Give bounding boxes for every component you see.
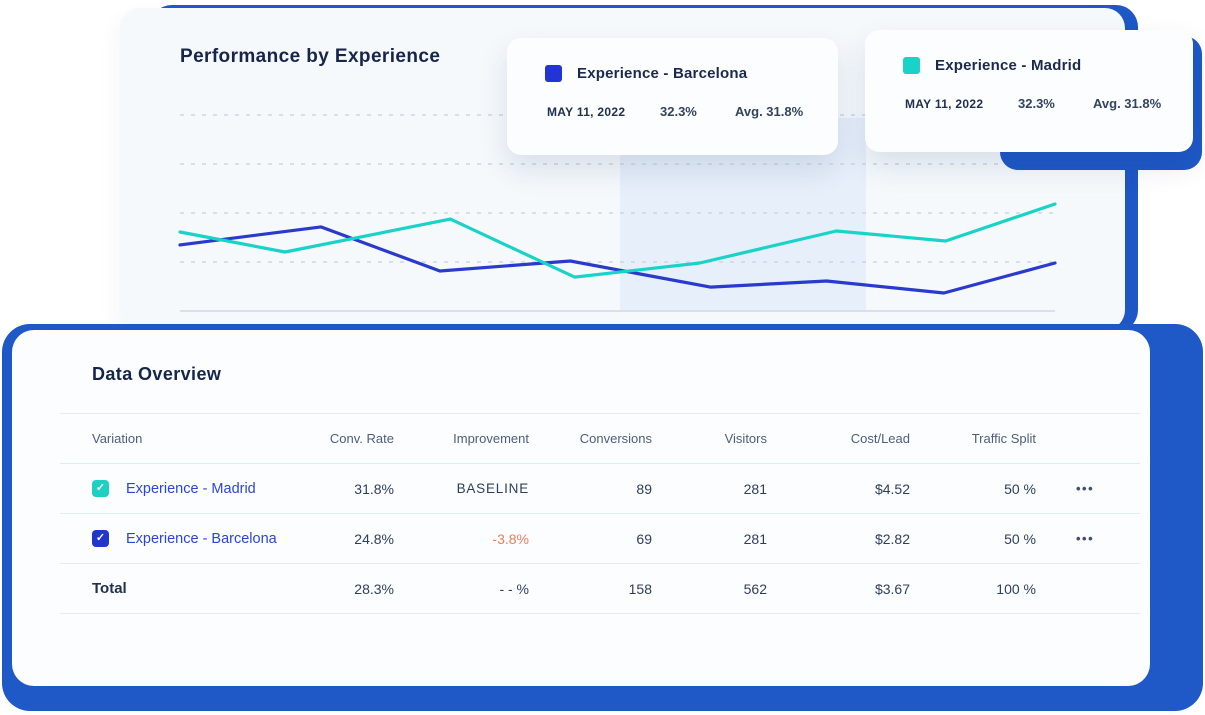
col-header-conv-rate: Conv. Rate <box>329 431 394 446</box>
col-header-variation: Variation <box>92 431 143 446</box>
data-table: Variation Conv. Rate Improvement Convers… <box>60 413 1140 614</box>
table-row-madrid: ✓ Experience - Madrid 31.8% BASELINE 89 … <box>60 464 1140 514</box>
barcelona-checkbox[interactable]: ✓ <box>92 530 109 547</box>
madrid-improvement: BASELINE <box>456 481 529 496</box>
experience-madrid-link[interactable]: Experience - Madrid <box>126 480 256 497</box>
madrid-traffic-split: 50 % <box>1004 480 1036 497</box>
tooltip-values-row: MAY 11, 2022 32.3% Avg. 31.8% <box>865 96 1193 111</box>
tooltip-value: 32.3% <box>660 104 697 119</box>
barcelona-conversions: 69 <box>636 530 652 547</box>
total-improvement: - - % <box>499 580 529 597</box>
madrid-row-menu-icon[interactable]: ••• <box>1076 481 1095 496</box>
barcelona-cost-lead: $2.82 <box>874 530 910 547</box>
madrid-conversions: 89 <box>636 480 652 497</box>
tooltip-average: Avg. 31.8% <box>735 104 804 119</box>
col-header-conversions: Conversions <box>579 431 652 446</box>
col-header-visitors: Visitors <box>724 431 767 446</box>
col-header-cost-lead: Cost/Lead <box>850 431 910 446</box>
data-overview-title: Data Overview <box>92 364 222 384</box>
col-header-improvement: Improvement <box>453 431 529 446</box>
tooltip-series-name: Experience - Madrid <box>935 57 1082 74</box>
madrid-cost-lead: $4.52 <box>874 480 910 497</box>
table-row-total: Total 28.3% - - % 158 562 $3.67 100 % <box>60 564 1140 614</box>
tooltip-header: Experience - Madrid <box>865 30 1193 74</box>
experience-barcelona-link[interactable]: Experience - Barcelona <box>126 530 277 547</box>
total-visitors: 562 <box>743 580 767 597</box>
data-overview-card: Data Overview Variation Conv. Rate Impro… <box>12 330 1150 686</box>
tooltip-date: MAY 11, 2022 <box>905 97 984 111</box>
checkmark-icon: ✓ <box>95 482 106 494</box>
tooltip-values-row: MAY 11, 2022 32.3% Avg. 31.8% <box>507 104 838 119</box>
barcelona-series-swatch-icon <box>545 65 562 82</box>
madrid-visitors: 281 <box>743 480 767 497</box>
tooltip-average: Avg. 31.8% <box>1093 96 1162 111</box>
tooltip-header: Experience - Barcelona <box>507 38 838 82</box>
barcelona-improvement: -3.8% <box>492 530 529 547</box>
tooltip-series-name: Experience - Barcelona <box>577 65 748 82</box>
total-conv-rate: 28.3% <box>354 580 394 597</box>
barcelona-traffic-split: 50 % <box>1004 530 1036 547</box>
tooltip-value: 32.3% <box>1018 96 1055 111</box>
table-header-row: Variation Conv. Rate Improvement Convers… <box>60 414 1140 464</box>
series-experience-madrid <box>178 202 1057 279</box>
tooltip-barcelona: Experience - Barcelona MAY 11, 2022 32.3… <box>507 38 838 155</box>
barcelona-visitors: 281 <box>743 530 767 547</box>
total-cost-lead: $3.67 <box>874 580 910 597</box>
madrid-series-swatch-icon <box>903 57 920 74</box>
total-conversions: 158 <box>628 580 652 597</box>
col-header-traffic-split: Traffic Split <box>971 431 1036 446</box>
tooltip-date: MAY 11, 2022 <box>547 105 626 119</box>
barcelona-row-menu-icon[interactable]: ••• <box>1076 531 1095 546</box>
total-label: Total <box>92 580 127 597</box>
total-traffic-split: 100 % <box>996 580 1036 597</box>
tooltip-madrid: Experience - Madrid MAY 11, 2022 32.3% A… <box>865 30 1193 152</box>
barcelona-conv-rate: 24.8% <box>354 530 394 547</box>
table-row-barcelona: ✓ Experience - Barcelona 24.8% -3.8% 69 … <box>60 514 1140 564</box>
checkmark-icon: ✓ <box>95 532 106 544</box>
madrid-checkbox[interactable]: ✓ <box>92 480 109 497</box>
chart-title: Performance by Experience <box>180 46 441 67</box>
madrid-conv-rate: 31.8% <box>354 480 394 497</box>
series-experience-barcelona <box>178 225 1057 295</box>
